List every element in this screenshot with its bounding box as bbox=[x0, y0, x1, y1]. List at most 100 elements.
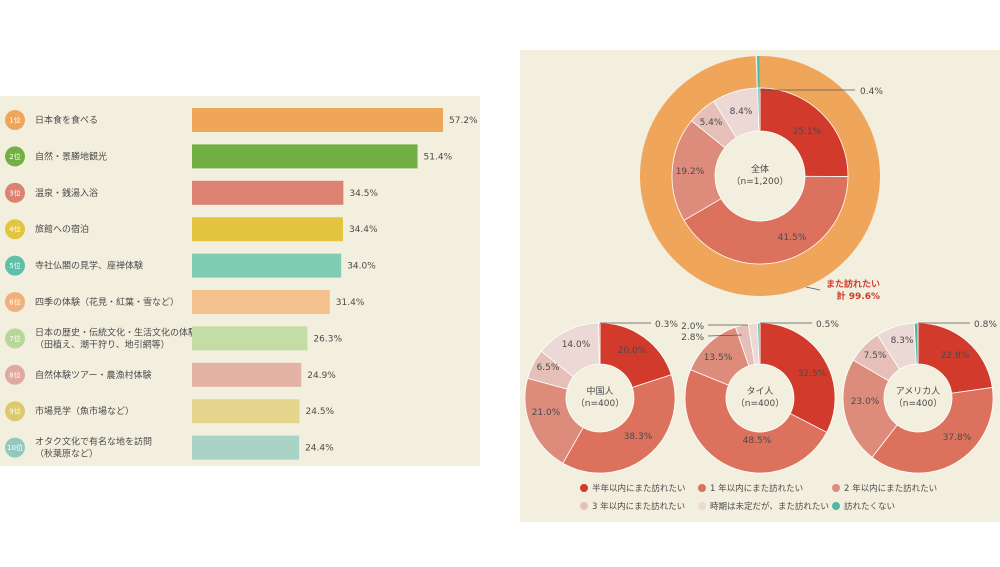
legend-label: 時期は未定だが、また訪れたい bbox=[710, 501, 829, 512]
total-leader-line bbox=[805, 286, 821, 291]
bar-row: 1位 日本食を食べる 57.2% bbox=[5, 108, 478, 132]
category-label: 四季の体験（花見・紅葉・雪など） bbox=[35, 296, 179, 308]
donut-slice bbox=[683, 175, 849, 265]
total-label: また訪れたい bbox=[826, 278, 880, 290]
donut-center-label: 全体 bbox=[751, 163, 769, 175]
donut-slice bbox=[598, 322, 601, 365]
rank-badge bbox=[5, 146, 25, 167]
donut-center-label: 中国人 bbox=[586, 385, 613, 397]
category-label: 自然・景勝地観光 bbox=[35, 150, 107, 162]
slice-label: 0.4% bbox=[860, 87, 883, 97]
donut-slice bbox=[913, 322, 919, 365]
donut-chart: 32.5% 48.5% 13.5% 0.5% 2.0%2.8% タイ人（n=400） bbox=[681, 320, 839, 474]
category-label: 旅館への宿泊 bbox=[35, 223, 89, 235]
ranking-bar-chart: 1位 日本食を食べる 57.2% 2位 自然・景勝地観光 51.4% 3位 温泉・銭湯入浴 34… bbox=[0, 96, 480, 466]
legend-item: 2 年以内にまた訪れたい bbox=[832, 483, 937, 494]
value-label: 34.0% bbox=[347, 262, 376, 272]
rank-badge bbox=[5, 110, 25, 130]
slice-label: 48.5% bbox=[743, 436, 772, 446]
legend-swatch bbox=[580, 484, 588, 492]
slice-label: 0.8% bbox=[974, 320, 997, 330]
bar-row: 2位 自然・景勝地観光 51.4% bbox=[5, 144, 453, 169]
legend-swatch bbox=[698, 502, 706, 510]
slice-label: 32.5% bbox=[798, 369, 827, 379]
revisit-donut-charts: 25.1% 41.5% 19.2% 5.4% 8.4% 0.4% 全体 （n=1,200） また… bbox=[520, 50, 1000, 522]
donut-center-label: （n=1,200） bbox=[731, 176, 788, 187]
legend-swatch bbox=[832, 484, 840, 492]
legend-item: 訪れたくない bbox=[832, 501, 895, 512]
slice-label: 20.0% bbox=[618, 346, 647, 356]
bar bbox=[192, 108, 443, 132]
donut-chart: 22.8% 37.8% 23.0% 7.5% 8.3% 0.8% アメリカ人（n=400） bbox=[842, 320, 997, 474]
legend-item: 時期は未定だが、また訪れたい bbox=[698, 501, 829, 512]
value-label: 34.5% bbox=[349, 189, 378, 199]
donut-slice bbox=[599, 322, 672, 388]
donut-chart: 25.1% 41.5% 19.2% 5.4% 8.4% 0.4% 全体（n=1,200） bbox=[671, 87, 883, 265]
category-label: （田植え、潮干狩り、地引網等） bbox=[35, 338, 170, 350]
bar-row: 3位 温泉・銭湯入浴 34.5% bbox=[5, 180, 378, 205]
rank-badge bbox=[5, 328, 25, 349]
slice-label: 22.8% bbox=[941, 351, 970, 361]
donut-chart: 20.0% 38.3% 21.0% 6.5% 14.0% 0.3% 中国人（n=400） bbox=[524, 320, 678, 474]
slice-label: 19.2% bbox=[676, 167, 705, 177]
rank-badge bbox=[5, 219, 25, 240]
slice-label: 8.4% bbox=[730, 107, 753, 117]
rank-label: 5位 bbox=[9, 261, 20, 270]
rank-badge bbox=[5, 255, 25, 276]
bar-row: 8位 自然体験ツアー・農漁村体験 24.9% bbox=[5, 362, 336, 387]
donut-center-label: タイ人 bbox=[746, 386, 773, 397]
slice-label: 6.5% bbox=[537, 363, 560, 373]
category-label: オタク文化で有名な地を訪問 bbox=[35, 436, 152, 448]
slice-label: 13.5% bbox=[704, 353, 733, 363]
legend-label: 訪れたくない bbox=[844, 501, 895, 512]
slice-label: 41.5% bbox=[778, 233, 807, 243]
slice-label: 14.0% bbox=[562, 340, 591, 350]
rank-label: 6位 bbox=[9, 298, 20, 307]
rank-label: 1位 bbox=[9, 116, 20, 125]
category-label: 日本の歴史・伝統文化・生活文化の体験 bbox=[35, 326, 197, 338]
bar-row: 7位 日本の歴史・伝統文化・生活文化の体験（田植え、潮干狩り、地引網等） 26.3% bbox=[5, 326, 342, 351]
donut-slice bbox=[684, 369, 828, 474]
value-label: 24.5% bbox=[306, 407, 335, 417]
total-ring bbox=[640, 56, 880, 296]
donut-slice bbox=[871, 387, 994, 474]
category-label: 市場見学（魚市場など） bbox=[35, 405, 134, 417]
legend-item: 1 年以内にまた訪れたい bbox=[698, 483, 803, 494]
bar bbox=[192, 290, 330, 314]
legend-label: 1 年以内にまた訪れたい bbox=[710, 483, 803, 494]
slice-label: 0.3% bbox=[655, 320, 678, 330]
donut-slice bbox=[562, 374, 676, 474]
rank-badge bbox=[5, 364, 25, 385]
legend-item: 3 年以内にまた訪れたい bbox=[580, 501, 685, 512]
category-label: （秋葉原など） bbox=[35, 448, 98, 460]
slice-label: 7.5% bbox=[864, 351, 887, 361]
slice-label: 25.1% bbox=[793, 127, 822, 137]
rank-badge bbox=[5, 437, 25, 458]
slice-label: 38.3% bbox=[624, 432, 653, 442]
slice-label: 8.3% bbox=[891, 336, 914, 346]
slice-label: 23.0% bbox=[851, 397, 880, 407]
category-label: 寺社仏閣の見学、座禅体験 bbox=[35, 260, 143, 272]
legend-swatch bbox=[832, 502, 840, 510]
legend-item: 半年以内にまた訪れたい bbox=[580, 483, 686, 494]
donut-center-label: （n=400） bbox=[736, 398, 784, 409]
donut-center-label: （n=400） bbox=[576, 398, 624, 409]
legend-label: 2 年以内にまた訪れたい bbox=[844, 483, 937, 494]
bar bbox=[192, 144, 418, 169]
bar-row: 4位 旅館への宿泊 34.4% bbox=[5, 217, 378, 242]
slice-label: 0.5% bbox=[816, 320, 839, 330]
rank-label: 8位 bbox=[9, 370, 20, 379]
rank-label: 9位 bbox=[9, 407, 20, 416]
legend-swatch bbox=[698, 484, 706, 492]
rank-badge bbox=[5, 292, 25, 312]
value-label: 24.9% bbox=[307, 371, 336, 381]
slice-label: 21.0% bbox=[532, 408, 561, 418]
legend: 半年以内にまた訪れたい 1 年以内にまた訪れたい 2 年以内にまた訪れたい 3 年以内… bbox=[580, 483, 937, 512]
bar bbox=[192, 217, 343, 242]
category-label: 日本食を食べる bbox=[35, 114, 98, 126]
bar bbox=[192, 399, 300, 424]
donut-slice bbox=[757, 322, 761, 365]
rank-label: 7位 bbox=[9, 334, 20, 343]
bar bbox=[192, 180, 344, 205]
bar-row: 9位 市場見学（魚市場など） 24.5% bbox=[5, 399, 335, 424]
